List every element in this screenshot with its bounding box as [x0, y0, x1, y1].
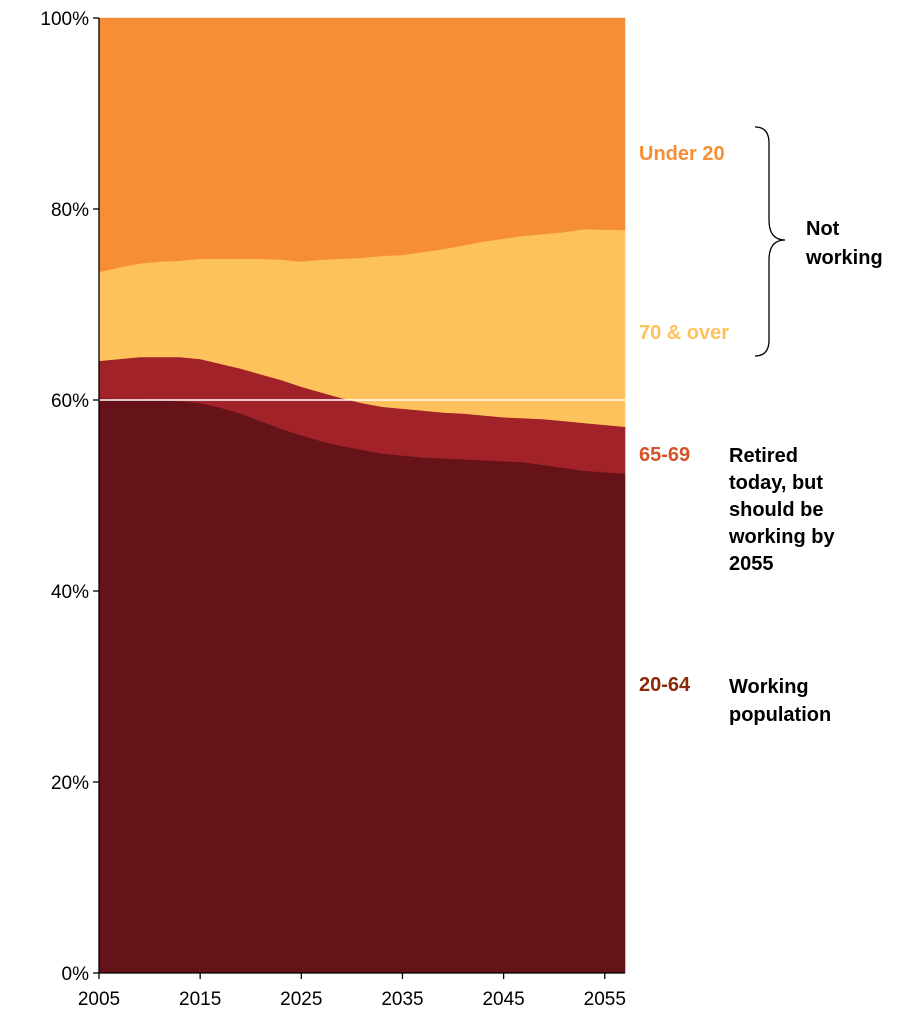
x-tick-label: 2025 — [280, 989, 322, 1010]
y-tick-label: 80% — [51, 200, 89, 221]
label-working-population: Working population — [729, 673, 831, 729]
x-tick-label: 2005 — [78, 989, 120, 1010]
retired-line-3: should be — [729, 499, 824, 521]
retired-line-4: working by — [729, 526, 835, 548]
x-tick-label: 2035 — [381, 989, 423, 1010]
working-line-2: population — [729, 704, 832, 726]
y-tick-label: 20% — [51, 773, 89, 794]
brace-shape — [754, 126, 786, 357]
not-working-line-2: working — [806, 247, 883, 269]
y-tick-label: 40% — [51, 582, 89, 603]
area-under-20 — [98, 17, 626, 273]
not-working-brace — [754, 126, 786, 357]
retired-line-1: Retired — [729, 445, 798, 467]
area-series-group — [98, 17, 626, 974]
not-working-line-1: Not — [806, 218, 840, 240]
retired-line-5: 2055 — [729, 553, 774, 575]
label-under-20: Under 20 — [639, 143, 725, 165]
x-tick-label: 2015 — [179, 989, 221, 1010]
label-not-working: Not working — [806, 217, 883, 270]
y-tick-label: 100% — [40, 9, 89, 30]
label-retired-description: Retired today, but should be working by … — [729, 443, 835, 578]
working-line-1: Working — [729, 676, 809, 698]
retired-line-2: today, but — [729, 472, 824, 494]
axes-group: 0% 20% 40% 60% 80% 100% 2005 2015 2025 2035 2045 20… — [40, 9, 626, 1010]
x-tick-label: 2045 — [482, 989, 524, 1010]
label-65-69: 65-69 — [639, 444, 691, 466]
x-tick-label: 2055 — [584, 989, 626, 1010]
y-tick-label: 0% — [62, 964, 90, 985]
area-20-64 — [98, 397, 626, 974]
label-20-64: 20-64 — [639, 674, 691, 696]
y-tick-label: 60% — [51, 391, 89, 412]
label-70-and-over: 70 & over — [639, 322, 730, 344]
